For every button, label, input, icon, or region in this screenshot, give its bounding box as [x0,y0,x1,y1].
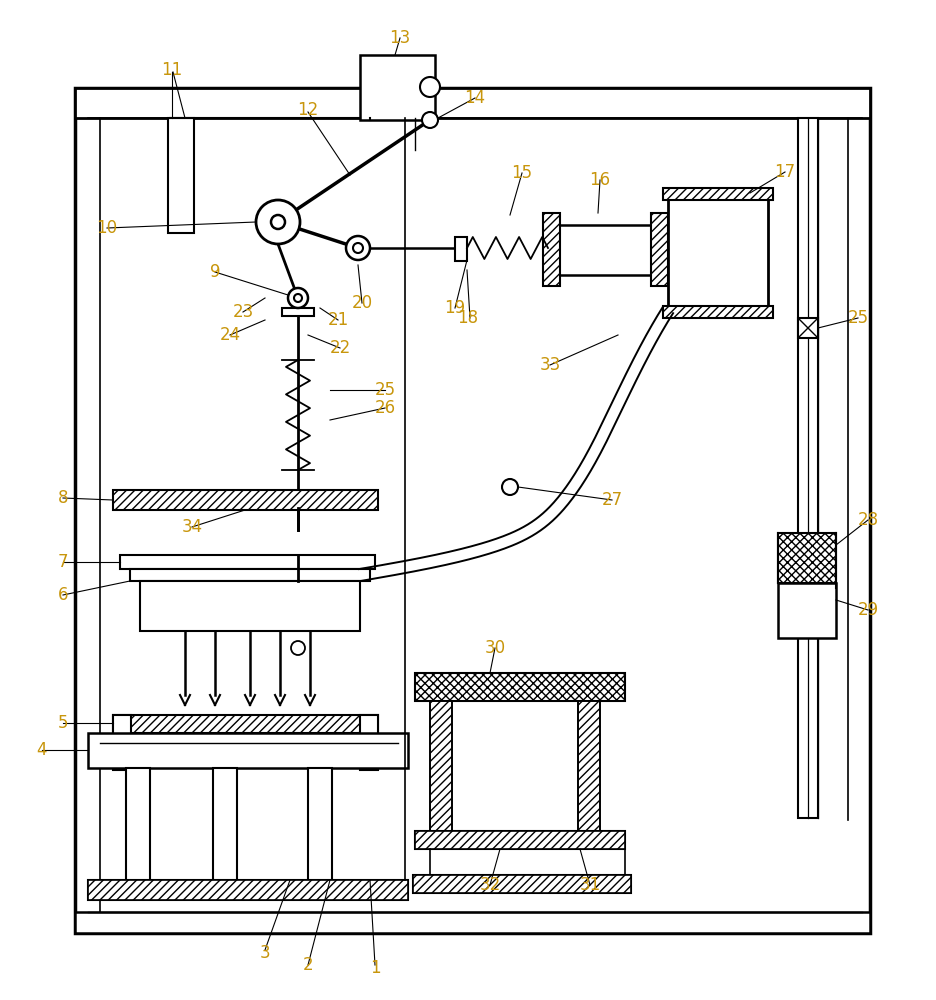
Text: 5: 5 [58,714,68,732]
Text: 6: 6 [58,586,68,604]
Circle shape [502,479,518,495]
Circle shape [256,200,300,244]
Bar [75,88,869,118]
Bar [415,831,624,849]
Circle shape [294,294,301,302]
Circle shape [291,641,305,655]
Bar [130,569,370,581]
Bar [212,768,237,888]
Text: 15: 15 [511,164,532,182]
Bar [75,88,869,933]
Bar [797,318,817,338]
Text: 28: 28 [856,511,878,529]
Bar [113,715,377,733]
Text: 32: 32 [479,876,500,894]
Circle shape [353,243,362,253]
Text: 17: 17 [774,163,795,181]
Bar [415,673,624,701]
Bar [308,768,331,888]
Text: 23: 23 [232,303,254,321]
Bar [113,715,131,770]
Text: 3: 3 [259,944,270,962]
Bar [430,701,451,831]
Bar [282,308,314,316]
Bar [359,55,434,120]
Text: 10: 10 [96,219,117,237]
Bar [75,912,869,933]
Bar [667,193,768,306]
Bar [415,831,624,849]
Text: 12: 12 [297,101,318,119]
Text: 1: 1 [370,959,380,977]
Bar [413,875,630,893]
Bar [663,306,772,318]
Text: 16: 16 [589,171,610,189]
Circle shape [271,215,285,229]
Bar [359,715,377,770]
Circle shape [419,77,440,97]
Text: 22: 22 [329,339,350,357]
Bar [663,188,772,200]
Bar [88,733,407,768]
Text: 25: 25 [374,381,395,399]
Circle shape [345,236,370,260]
Text: 11: 11 [161,61,183,79]
Bar [777,533,835,583]
Bar [125,768,150,888]
Text: 4: 4 [37,741,47,759]
Text: 34: 34 [182,518,202,536]
Circle shape [421,112,437,128]
Bar [168,118,194,233]
Text: 14: 14 [464,89,485,107]
Bar [777,583,835,638]
Bar [88,880,407,900]
Bar [139,581,359,631]
Bar [543,213,560,286]
Bar [578,701,599,831]
Text: 24: 24 [219,326,241,344]
Text: 13: 13 [389,29,410,47]
Text: 20: 20 [351,294,373,312]
Bar [558,225,652,275]
Text: 29: 29 [856,601,878,619]
Circle shape [287,288,308,308]
Text: 30: 30 [484,639,505,657]
Text: 31: 31 [578,876,600,894]
Bar [651,213,667,286]
Text: 26: 26 [374,399,395,417]
Text: 7: 7 [58,553,68,571]
Bar [455,237,466,261]
Bar [113,490,377,510]
Text: 25: 25 [846,309,868,327]
Bar [120,555,374,569]
Text: 27: 27 [601,491,622,509]
Text: 8: 8 [58,489,68,507]
Text: 33: 33 [539,356,560,374]
Text: 18: 18 [457,309,478,327]
Text: 2: 2 [302,956,313,974]
Bar [88,880,407,900]
Bar [413,875,630,893]
Text: 9: 9 [210,263,220,281]
Text: 21: 21 [327,311,348,329]
Bar [797,118,817,818]
Text: 19: 19 [444,299,465,317]
